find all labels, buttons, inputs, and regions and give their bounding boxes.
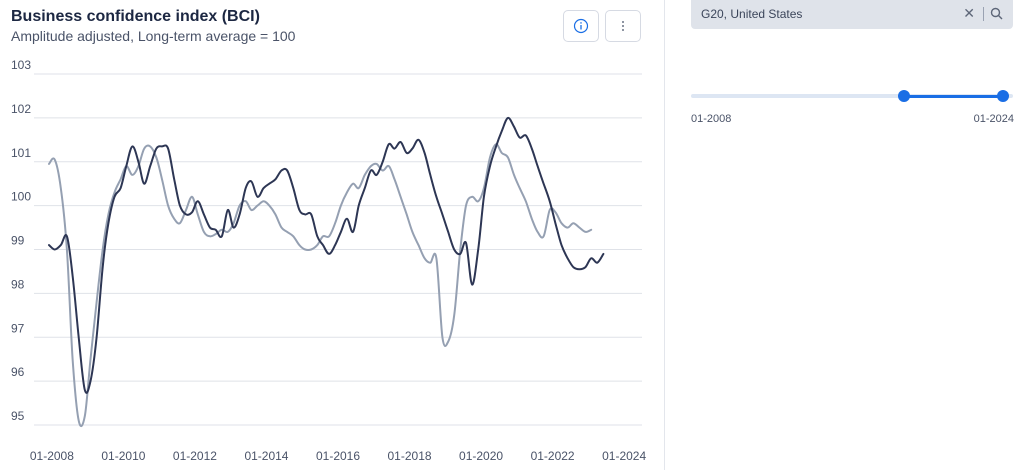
- x-tick-label: 01-2018: [388, 449, 432, 463]
- more-vertical-icon: [622, 21, 624, 31]
- x-tick-label: 01-2024: [602, 449, 646, 463]
- search-icon[interactable]: [988, 7, 1003, 20]
- x-tick-label: 01-2014: [244, 449, 288, 463]
- selector-separator: [983, 6, 984, 21]
- x-tick-label: 01-2020: [459, 449, 503, 463]
- time-range-min-label: 01-2008: [691, 113, 732, 125]
- chart-panel: Business confidence index (BCI) Amplitud…: [11, 8, 646, 463]
- x-tick-label: 01-2012: [173, 449, 217, 463]
- time-slider-range: [904, 95, 1003, 98]
- clear-icon[interactable]: ✕: [963, 5, 975, 21]
- y-tick-label: 95: [11, 409, 25, 423]
- time-range-max-label: 01-2024: [973, 113, 1014, 125]
- y-tick-label: 99: [11, 234, 25, 248]
- info-icon: [573, 18, 589, 34]
- y-tick-label: 100: [11, 190, 31, 204]
- time-slider-start-handle[interactable]: [898, 90, 910, 102]
- y-tick-label: 101: [11, 146, 31, 160]
- x-tick-label: 01-2008: [30, 449, 74, 463]
- chart-title: Business confidence index (BCI): [11, 8, 260, 25]
- series-line-dark: [48, 116, 605, 394]
- line-chart: 95 96 97 98 99 100 101 102 103 01-2008 01-2010 01-2…: [11, 58, 646, 463]
- chart-subtitle: Amplitude adjusted, Long-term average = …: [11, 28, 296, 44]
- y-tick-label: 96: [11, 365, 25, 379]
- selected-countries: G20, United States: [701, 6, 803, 21]
- x-tick-label: 01-2016: [316, 449, 360, 463]
- time-slider-end-handle[interactable]: [997, 90, 1009, 102]
- y-tick-label: 103: [11, 58, 31, 72]
- country-selector[interactable]: G20, United States ✕: [691, 0, 1013, 29]
- y-tick-label: 102: [11, 102, 31, 116]
- filter-panel: G20, United States ✕ 01-2008 01-2024: [665, 0, 1024, 470]
- x-tick-label: 01-2022: [531, 449, 575, 463]
- x-tick-label: 01-2010: [101, 449, 145, 463]
- more-options-button[interactable]: [605, 10, 641, 42]
- y-tick-label: 97: [11, 321, 25, 335]
- info-button[interactable]: [563, 10, 599, 42]
- series-line-light: [48, 143, 593, 428]
- y-tick-label: 98: [11, 277, 25, 291]
- time-slider-track[interactable]: [691, 94, 1013, 98]
- panel-divider: [664, 0, 665, 470]
